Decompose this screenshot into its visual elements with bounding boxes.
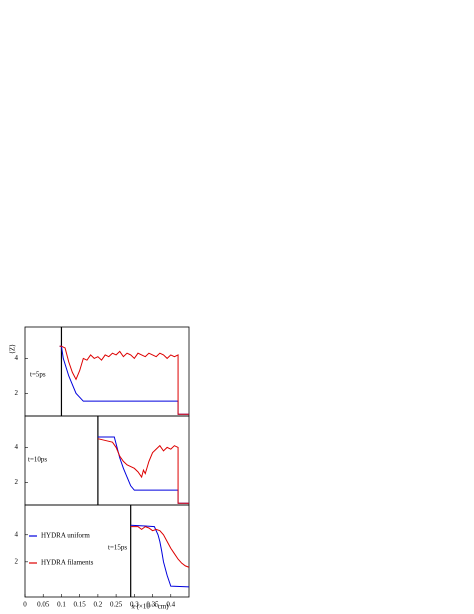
x-axis-label: x (×10⁻⁴ cm)	[131, 603, 169, 611]
legend-label: HYDRA filaments	[41, 559, 94, 567]
panel-frame	[24, 326, 190, 417]
panel-frame	[24, 415, 190, 506]
panel-frame	[24, 504, 190, 598]
y-tick-label: 2	[15, 478, 19, 486]
y-tick-label: 2	[15, 557, 19, 565]
y-tick-label: 4	[15, 443, 19, 451]
y-tick-label: 4	[15, 354, 19, 362]
series-line	[130, 524, 190, 588]
y-tick-label: 4	[15, 530, 19, 538]
x-tick-label: 0.4	[166, 601, 175, 609]
x-tick-label: 0.35	[146, 601, 159, 609]
legend-label: HYDRA uniform	[41, 532, 90, 540]
series-line	[97, 438, 189, 504]
x-tick-label: 0.1	[57, 601, 66, 609]
y-tick-label: 2	[15, 389, 19, 397]
x-tick-label: 0.15	[74, 601, 87, 609]
x-tick-label: 0	[23, 601, 27, 609]
annotation: t=5ps	[30, 371, 46, 379]
x-tick-label: 0.2	[94, 601, 103, 609]
annotation: t=10ps	[28, 456, 47, 464]
series-line	[59, 345, 189, 415]
series-line	[130, 526, 190, 568]
x-tick-label: 0.3	[130, 601, 139, 609]
x-tick-label: 0.25	[110, 601, 123, 609]
annotation: t=15ps	[108, 544, 127, 552]
y-axis-label: ⟨Z⟩	[9, 344, 17, 354]
x-tick-label: 0.05	[37, 601, 50, 609]
